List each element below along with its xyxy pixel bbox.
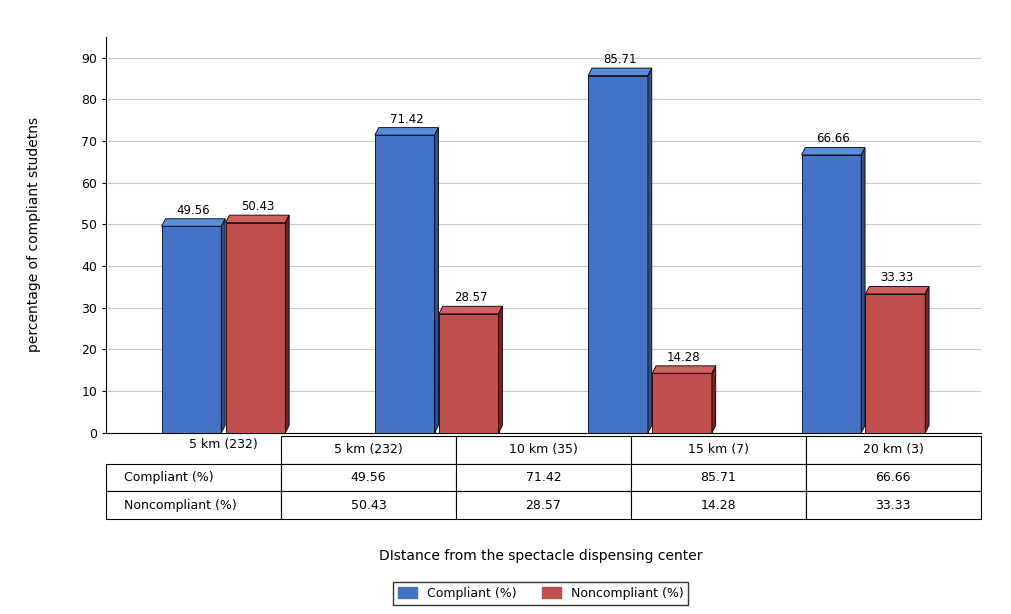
Polygon shape (498, 306, 502, 433)
Polygon shape (588, 76, 648, 433)
Polygon shape (375, 135, 435, 433)
Polygon shape (225, 223, 285, 433)
Polygon shape (925, 286, 929, 433)
Polygon shape (712, 366, 716, 433)
Polygon shape (439, 306, 502, 314)
Polygon shape (162, 227, 221, 433)
Polygon shape (439, 314, 498, 433)
Text: 50.43: 50.43 (241, 200, 274, 213)
Polygon shape (861, 147, 865, 433)
Polygon shape (865, 286, 929, 294)
Polygon shape (802, 147, 865, 155)
Polygon shape (221, 219, 225, 433)
Polygon shape (865, 294, 925, 433)
Polygon shape (652, 366, 716, 373)
Text: 28.57: 28.57 (454, 291, 487, 304)
Polygon shape (648, 68, 652, 433)
Polygon shape (285, 215, 289, 433)
Text: DIstance from the spectacle dispensing center: DIstance from the spectacle dispensing c… (379, 549, 703, 562)
Legend: Compliant (%), Noncompliant (%): Compliant (%), Noncompliant (%) (393, 581, 688, 605)
Text: 14.28: 14.28 (667, 351, 701, 363)
Text: 66.66: 66.66 (817, 133, 850, 146)
Polygon shape (162, 219, 225, 227)
Text: 33.33: 33.33 (881, 271, 914, 284)
Text: 85.71: 85.71 (604, 53, 637, 66)
Polygon shape (802, 155, 861, 433)
Polygon shape (435, 128, 439, 433)
Text: 49.56: 49.56 (177, 204, 210, 217)
Text: 71.42: 71.42 (390, 112, 424, 125)
Polygon shape (375, 128, 439, 135)
Y-axis label: percentage of compliant studetns: percentage of compliant studetns (26, 117, 40, 352)
Polygon shape (588, 68, 652, 76)
Polygon shape (225, 215, 289, 223)
Polygon shape (652, 373, 712, 433)
